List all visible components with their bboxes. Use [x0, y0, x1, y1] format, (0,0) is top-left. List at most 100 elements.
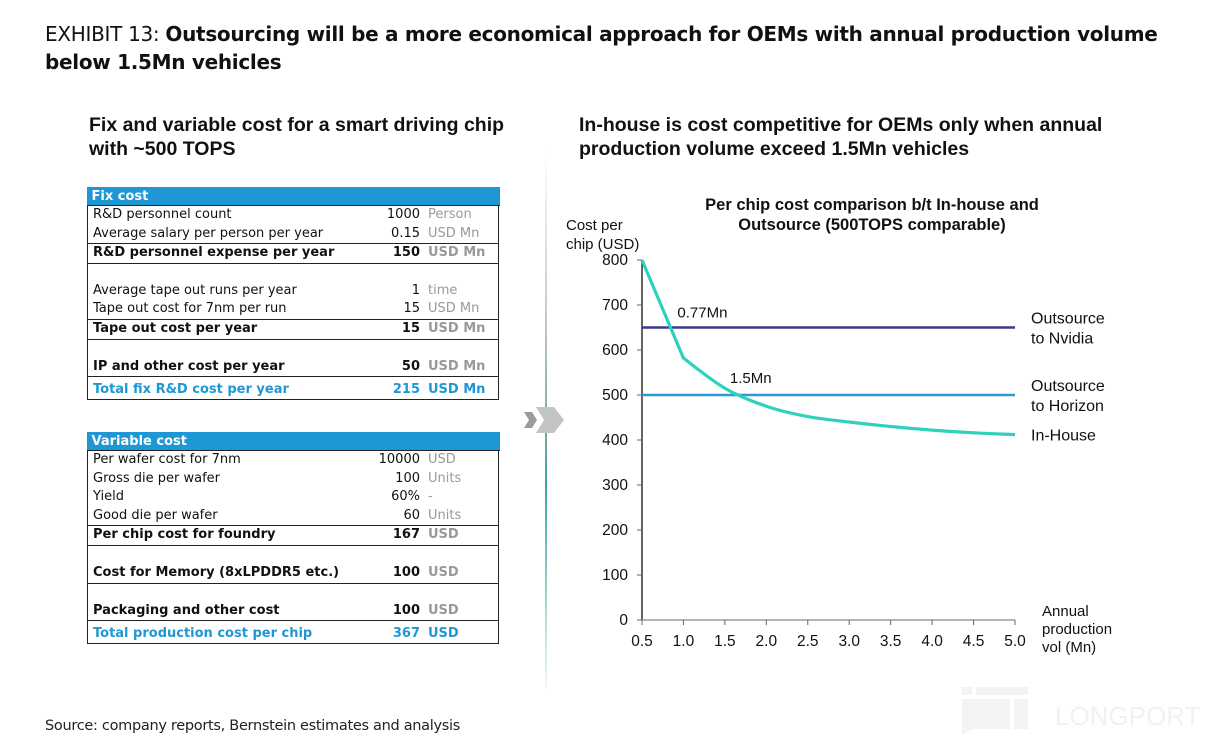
- right-panel-subtitle: In-house is cost competitive for OEMs on…: [579, 114, 1103, 160]
- table-row: Good die per wafer 60 Units: [88, 507, 498, 526]
- legend-label: Outsource: [1031, 311, 1105, 328]
- row-label: Gross die per wafer: [93, 470, 221, 486]
- table-row: IP and other cost per year 50 USD Mn: [88, 358, 498, 377]
- row-unit: USD: [428, 527, 459, 543]
- row-label: R&D personnel count: [93, 207, 232, 222]
- table-row: Per wafer cost for 7nm 10000 USD: [88, 451, 498, 470]
- row-value: 0.15: [391, 225, 420, 241]
- table-row: Average salary per person per year 0.15 US…: [88, 225, 498, 244]
- row-unit: Person: [428, 207, 472, 222]
- y-axis-label-line-1: Cost per: [566, 217, 623, 234]
- row-value: 15: [401, 320, 420, 336]
- chart-title-line-1: Per chip cost comparison b/t In-house an…: [705, 196, 1039, 214]
- row-label: Total production cost per chip: [93, 626, 313, 642]
- y-tick-label: 800: [602, 252, 628, 269]
- legend-label: to Horizon: [1031, 398, 1104, 415]
- row-value: 100: [395, 470, 420, 486]
- y-tick-label: 400: [602, 432, 628, 449]
- row-unit: Units: [428, 507, 462, 523]
- y-tick-label: 500: [602, 387, 628, 404]
- x-tick-label: 5.0: [1004, 633, 1026, 650]
- crossover-annotation: 0.77Mn: [677, 305, 727, 322]
- table-row: Total fix R&D cost per year 215 USD Mn: [88, 376, 498, 399]
- row-label: Per chip cost for foundry: [93, 527, 276, 543]
- table-row: R&D personnel expense per year 150 USD Mn: [88, 243, 498, 263]
- row-value: 15: [403, 301, 420, 317]
- exhibit-number: EXHIBIT 13:: [45, 22, 166, 46]
- fix-cost-table: Fix cost R&D personnel count 1000 Person Av…: [86, 187, 500, 401]
- table-row: R&D personnel count 1000 Person: [88, 206, 498, 225]
- row-value: 367: [392, 626, 420, 642]
- x-tick-label: 1.0: [673, 633, 695, 650]
- chevron-arrow-icon: [524, 407, 564, 433]
- row-value: 50: [401, 358, 420, 374]
- x-axis-label: vol (Mn): [1042, 639, 1096, 656]
- row-label: Tape out cost per year: [93, 320, 258, 336]
- y-tick-label: 200: [602, 522, 628, 539]
- x-axis-label: production: [1042, 621, 1112, 638]
- row-label: Cost for Memory (8xLPDDR5 etc.): [93, 564, 340, 580]
- row-unit: USD: [428, 626, 459, 642]
- cost-comparison-chart: Per chip cost comparison b/t In-house an…: [566, 196, 1112, 656]
- row-label: Average salary per person per year: [93, 225, 324, 241]
- table-row: Yield 60% -: [88, 488, 498, 507]
- row-value: 60: [403, 507, 420, 523]
- row-unit: Units: [428, 470, 462, 486]
- x-tick-label: 4.5: [963, 633, 985, 650]
- row-unit: USD Mn: [428, 245, 486, 261]
- row-label: Yield: [93, 489, 124, 505]
- y-tick-label: 100: [602, 567, 628, 584]
- row-label: Per wafer cost for 7nm: [93, 452, 241, 467]
- row-value: 215: [392, 382, 420, 398]
- table-row: Per chip cost for foundry 167 USD: [88, 525, 498, 545]
- x-tick-label: 2.5: [797, 633, 819, 650]
- row-label: Good die per wafer: [93, 507, 218, 523]
- row-value: 100: [392, 564, 420, 580]
- y-tick-label: 0: [619, 612, 628, 629]
- row-unit: time: [428, 282, 458, 298]
- y-tick-label: 600: [602, 342, 628, 359]
- left-panel-subtitle: Fix and variable cost for a smart drivin…: [89, 114, 505, 160]
- table-row: Packaging and other cost 100 USD: [88, 602, 498, 621]
- table-row: Tape out cost for 7nm per run 15 USD Mn: [88, 300, 498, 319]
- chart-title-line-2: Outsource (500TOPS comparable): [738, 216, 1005, 234]
- row-unit: -: [428, 489, 433, 505]
- row-value: 60%: [391, 489, 420, 505]
- spacer-row: [88, 262, 498, 282]
- spacer-row: [88, 338, 498, 358]
- row-unit: USD Mn: [428, 225, 480, 241]
- exhibit-title: EXHIBIT 13: Outsourcing will be a more e…: [45, 20, 1195, 76]
- x-tick-label: 0.5: [631, 633, 653, 650]
- y-axis-label-line-2: chip (USD): [566, 236, 639, 253]
- row-value: 10000: [378, 452, 420, 467]
- row-label: Packaging and other cost: [93, 602, 280, 618]
- x-tick-label: 1.5: [714, 633, 736, 650]
- row-label: R&D personnel expense per year: [93, 245, 335, 261]
- row-unit: USD: [428, 564, 459, 580]
- watermark-text: LONGPORT: [1055, 701, 1201, 731]
- series-line-in-house: [640, 259, 1016, 437]
- variable-cost-header: Variable cost: [86, 432, 500, 451]
- y-tick-label: 300: [602, 477, 628, 494]
- row-unit: USD: [428, 602, 459, 618]
- y-tick-label: 700: [602, 297, 628, 314]
- row-label: Tape out cost for 7nm per run: [93, 301, 287, 317]
- legend-label: to Nvidia: [1031, 331, 1093, 348]
- source-note: Source: company reports, Bernstein estim…: [45, 718, 461, 734]
- crossover-annotation: 1.5Mn: [730, 370, 772, 387]
- x-tick-label: 3.0: [838, 633, 860, 650]
- row-unit: USD Mn: [428, 358, 486, 374]
- table-row: Cost for Memory (8xLPDDR5 etc.) 100 USD: [88, 564, 498, 583]
- variable-cost-table: Variable cost Per wafer cost for 7nm 1000…: [86, 432, 500, 645]
- table-row: Total production cost per chip 367 USD: [88, 620, 498, 643]
- x-tick-label: 2.0: [756, 633, 778, 650]
- row-unit: USD Mn: [428, 382, 486, 398]
- spacer-row: [88, 544, 498, 564]
- longport-watermark: LONGPORT: [962, 687, 1201, 735]
- x-axis-label: Annual: [1042, 603, 1089, 620]
- row-unit: USD Mn: [428, 320, 486, 336]
- table-row: Average tape out runs per year 1 time: [88, 282, 498, 301]
- row-value: 100: [392, 602, 420, 618]
- fix-cost-header: Fix cost: [86, 187, 500, 206]
- x-tick-label: 3.5: [880, 633, 902, 650]
